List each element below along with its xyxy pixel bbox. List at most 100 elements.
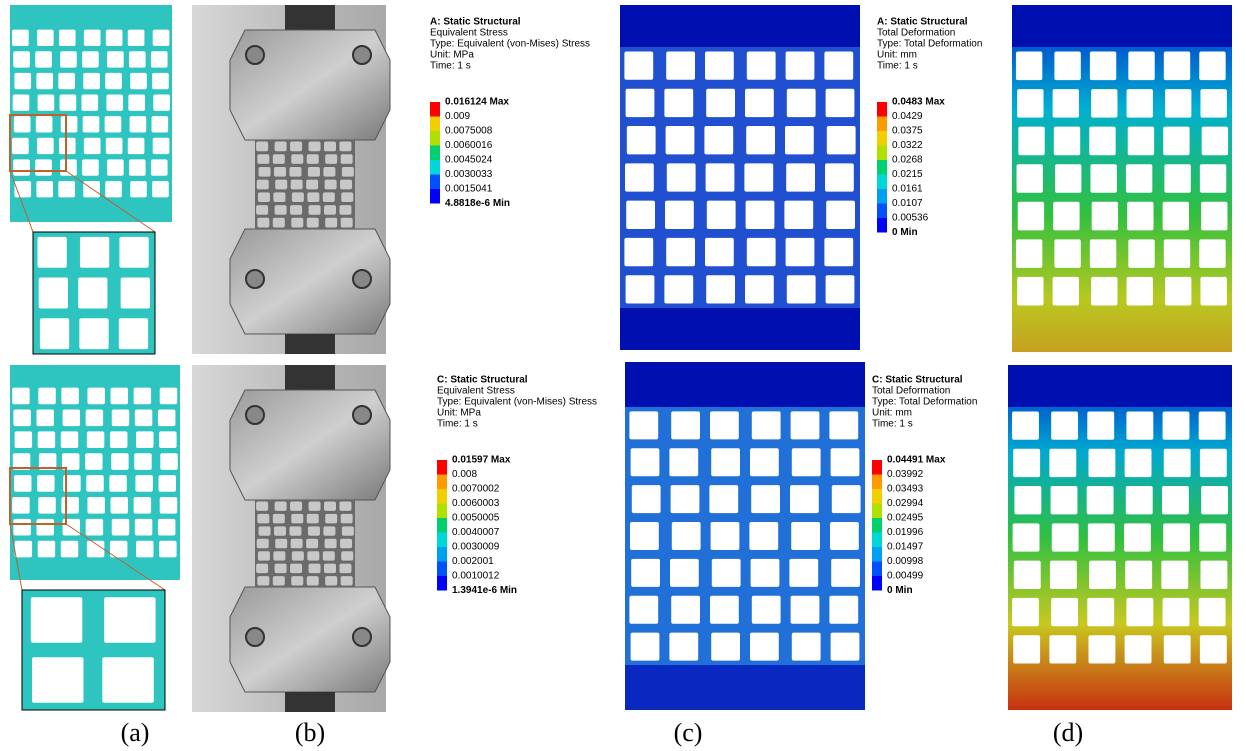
lattice-hole	[626, 201, 655, 229]
lattice-hole	[36, 73, 53, 89]
lattice-hole	[15, 431, 32, 448]
legend-swatch	[430, 117, 440, 132]
legend-scale-label: 1.3941e-6 Min	[452, 585, 517, 596]
lattice-hole	[160, 388, 177, 405]
lattice-hole	[1088, 449, 1115, 477]
lattice-hole	[324, 501, 336, 510]
grip-band	[10, 5, 172, 27]
lattice-hole	[1088, 635, 1115, 663]
lattice-hole	[273, 551, 285, 560]
lattice-hole	[626, 275, 655, 303]
lattice-hole	[307, 514, 319, 523]
legend-scale-label: 0.01996	[887, 527, 924, 538]
lattice-hole	[37, 138, 54, 154]
lattice-hole	[257, 514, 269, 523]
lattice-hole	[340, 180, 352, 190]
lattice-hole	[39, 278, 68, 309]
lattice-hole	[1127, 202, 1153, 231]
grip-band	[620, 308, 860, 350]
lattice-hole	[751, 485, 780, 513]
lattice-hole	[1126, 598, 1153, 626]
lattice-hole	[291, 154, 303, 164]
legend-line: Unit: mm	[877, 50, 917, 61]
lattice-hole	[667, 163, 696, 191]
lattice-hole	[1051, 598, 1078, 626]
legend-swatch	[430, 175, 440, 190]
lattice-hole	[136, 541, 153, 558]
legend-scale-label: 0.02495	[887, 513, 924, 524]
lattice-hole	[134, 497, 151, 514]
lattice-hole	[38, 94, 55, 110]
lattice-hole	[826, 89, 855, 117]
lattice-hole	[59, 30, 76, 46]
lattice-hole	[746, 126, 775, 154]
lattice-hole	[35, 51, 52, 67]
lattice-hole	[1054, 239, 1080, 268]
lattice-hole	[791, 522, 820, 550]
lattice-hole	[747, 51, 776, 79]
legend-scale-label: 0.0483 Max	[892, 97, 945, 108]
lattice-hole	[83, 73, 100, 89]
lattice-hole	[791, 411, 820, 439]
lattice-hole	[13, 519, 30, 536]
lattice-hole	[84, 30, 101, 46]
lattice-hole	[153, 30, 170, 46]
lattice-hole	[752, 411, 781, 439]
lattice-hole	[160, 453, 177, 470]
lattice-body	[1008, 365, 1232, 710]
legend-scale-label: 0.016124 Max	[445, 97, 509, 108]
lattice-hole	[785, 126, 814, 154]
lattice-hole	[151, 51, 168, 67]
grip-band	[1008, 365, 1232, 407]
legend-swatch	[437, 533, 447, 548]
lattice-hole	[307, 154, 319, 164]
lattice-hole	[669, 633, 698, 661]
lattice-hole	[110, 431, 127, 448]
lattice-hole	[1163, 523, 1190, 551]
lattice-hole	[291, 539, 303, 548]
legend-line: Type: Total Deformation	[877, 39, 982, 50]
legend-scale-label: 0.0322	[892, 140, 923, 151]
lattice-hole	[1125, 449, 1152, 477]
lattice-hole	[1200, 164, 1226, 193]
lattice-hole	[1199, 523, 1226, 551]
legend-scale-label: 0.008	[452, 469, 477, 480]
lattice-hole	[711, 633, 740, 661]
lattice-hole	[825, 163, 854, 191]
bolt	[353, 406, 371, 424]
lattice-hole	[671, 411, 700, 439]
lattice-hole	[745, 275, 774, 303]
legend-swatch	[877, 102, 887, 117]
lattice-hole	[324, 564, 336, 573]
lattice-hole	[752, 596, 781, 624]
legend-swatch	[877, 117, 887, 132]
lattice-hole	[256, 501, 268, 510]
lattice-hole	[1127, 277, 1153, 306]
lattice-hole	[111, 497, 128, 514]
lattice-hole	[1014, 486, 1041, 514]
lattice-hole	[60, 159, 77, 175]
lattice-hole	[666, 238, 695, 266]
lattice-hole	[63, 410, 80, 427]
legend-title: A: Static Structural	[877, 17, 968, 28]
lattice-hole	[341, 154, 353, 164]
lattice-hole	[289, 526, 301, 535]
lattice-hole	[710, 411, 739, 439]
legend-swatch	[872, 562, 882, 577]
lattice-hole	[61, 497, 78, 514]
lattice-hole	[787, 89, 816, 117]
lattice-hole	[339, 501, 351, 510]
lattice-hole	[275, 539, 287, 548]
legend-line: Time: 1 s	[872, 419, 913, 430]
lattice-hole	[1200, 89, 1226, 118]
legend-swatch	[430, 102, 440, 117]
lattice-hole	[1128, 239, 1154, 268]
lattice-hole	[273, 192, 285, 202]
lattice-hole	[87, 388, 104, 405]
lattice-hole	[632, 485, 661, 513]
lattice-hole	[274, 526, 286, 535]
lattice-hole	[1052, 523, 1079, 551]
lattice-hole	[111, 453, 128, 470]
grip-band	[620, 5, 860, 47]
lattice-hole	[80, 237, 109, 268]
